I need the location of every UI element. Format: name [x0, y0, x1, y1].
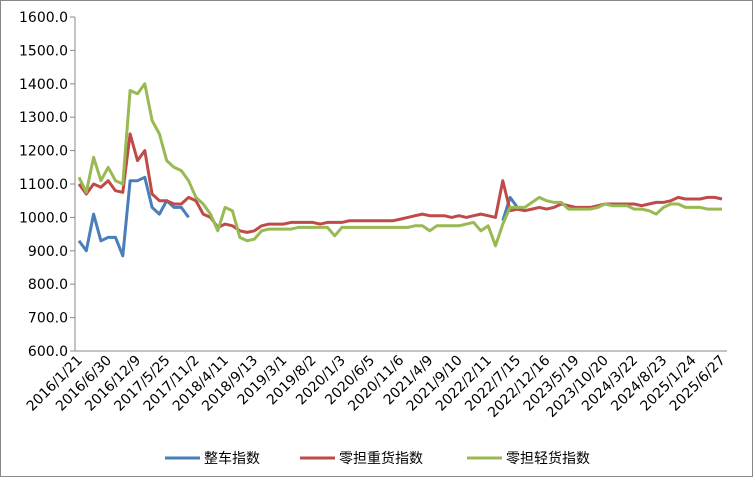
y-tick-label: 1000.0	[19, 210, 68, 226]
series-line	[77, 132, 723, 234]
series-line	[77, 82, 722, 248]
y-tick-label: 1300.0	[19, 110, 68, 126]
legend-label: 零担重货指数	[339, 450, 423, 467]
y-tick-label: 900.0	[28, 244, 68, 260]
legend-label: 零担轻货指数	[506, 450, 590, 467]
y-tick-label: 1600.0	[19, 10, 68, 26]
y-tick-label: 1500.0	[19, 43, 68, 59]
y-tick-label: 1100.0	[19, 177, 68, 193]
legend-label: 整车指数	[204, 450, 260, 467]
y-tick-label: 800.0	[28, 277, 68, 293]
series-line	[77, 175, 519, 258]
y-tick-label: 1400.0	[19, 77, 68, 93]
y-tick-label: 700.0	[28, 311, 68, 327]
y-tick-label: 600.0	[28, 344, 68, 360]
y-tick-label: 1200.0	[19, 144, 68, 160]
